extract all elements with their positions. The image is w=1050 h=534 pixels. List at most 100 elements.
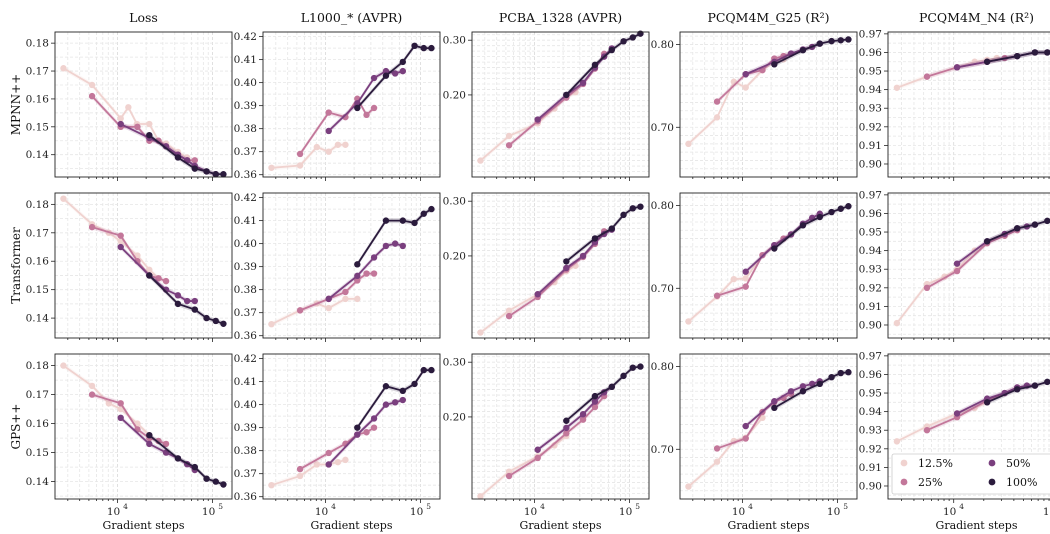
series-line <box>986 380 1050 404</box>
data-point <box>370 254 378 261</box>
data-point <box>620 211 627 219</box>
plot-area <box>472 193 649 338</box>
x-tick-label: 10 <box>1043 506 1050 518</box>
y-tick-label: 0.42 <box>234 192 257 204</box>
data-point <box>334 141 342 148</box>
data-point <box>354 104 361 112</box>
y-tick-label: 0.17 <box>26 389 49 401</box>
y-tick-label: 0.90 <box>859 158 882 170</box>
row-label: GPS++ <box>9 404 23 450</box>
plot-frame <box>54 31 233 178</box>
y-tick-label: 0.40 <box>234 77 257 89</box>
y-tick-label: 0.92 <box>859 282 882 294</box>
data-point <box>363 270 370 277</box>
plot-frame <box>471 353 650 500</box>
data-point <box>88 391 96 398</box>
y-tick-label: 0.37 <box>234 468 257 480</box>
y-tick-label: 0.16 <box>26 93 50 105</box>
data-point <box>742 268 749 275</box>
data-point <box>637 30 644 37</box>
plot-frame <box>54 192 233 339</box>
data-point <box>837 369 844 377</box>
data-point <box>134 420 141 427</box>
y-tick-label: 0.38 <box>234 284 257 296</box>
y-tick-label: 0.37 <box>234 146 257 158</box>
data-point <box>399 67 407 75</box>
data-point <box>685 483 692 490</box>
column-title: L1000_* (AVPR) <box>301 10 403 25</box>
data-point <box>382 217 390 224</box>
data-point <box>771 404 778 412</box>
data-point <box>155 275 162 282</box>
data-point <box>370 104 378 112</box>
y-tick-label: 0.93 <box>859 264 882 276</box>
data-point <box>146 432 153 439</box>
series-line <box>63 67 188 159</box>
data-point <box>563 424 570 432</box>
y-tick-label: 0.20 <box>443 89 466 101</box>
data-point <box>591 392 599 400</box>
data-point <box>411 42 418 50</box>
series-line <box>986 51 1050 63</box>
data-point <box>808 380 816 388</box>
x-tick-label: 10 <box>732 506 745 518</box>
y-tick-label: 0.92 <box>859 121 882 133</box>
y-tick-label: 0.14 <box>26 149 50 161</box>
plot-area <box>472 354 649 499</box>
data-point <box>629 205 636 212</box>
data-point <box>505 132 513 140</box>
series-band <box>566 364 641 424</box>
y-tick-label: 0.38 <box>234 123 257 135</box>
data-point <box>742 283 749 290</box>
data-point <box>268 320 275 328</box>
data-point <box>505 142 513 149</box>
data-point <box>923 284 931 292</box>
data-point <box>534 446 541 453</box>
data-point <box>1031 221 1039 228</box>
chart-panel: 0.20 0.30 <box>443 30 650 181</box>
data-point <box>325 304 332 312</box>
data-point <box>1044 378 1050 386</box>
data-point <box>713 98 721 105</box>
data-point <box>579 410 587 418</box>
y-tick-label: 0.14 <box>26 313 50 325</box>
data-point <box>828 374 835 381</box>
data-point <box>325 295 332 303</box>
series-line <box>986 219 1050 243</box>
x-tick-exponent: 4 <box>748 502 753 511</box>
data-point <box>391 70 399 77</box>
data-point <box>477 329 484 336</box>
data-point <box>534 454 541 462</box>
y-tick-label: 0.17 <box>26 66 49 78</box>
data-point <box>713 458 721 465</box>
data-point <box>1013 225 1021 232</box>
data-point <box>354 424 361 431</box>
data-point <box>105 400 113 407</box>
data-point <box>391 240 399 247</box>
data-point <box>117 120 124 128</box>
data-point <box>428 205 435 213</box>
data-point <box>399 396 407 404</box>
data-point <box>428 366 435 374</box>
data-point <box>579 79 587 87</box>
data-point <box>742 71 749 78</box>
y-tick-label: 0.93 <box>859 425 882 437</box>
data-point <box>117 414 124 421</box>
data-point <box>325 127 332 135</box>
x-tick-label: 10 <box>524 506 537 518</box>
data-point <box>420 44 427 52</box>
plot-frame <box>679 31 858 178</box>
y-tick-label: 0.30 <box>443 35 466 47</box>
plot-frame <box>887 192 1050 339</box>
x-tick-exponent: 4 <box>123 502 128 511</box>
data-point <box>579 252 587 260</box>
data-point <box>60 362 67 369</box>
data-point <box>325 461 332 468</box>
data-point <box>591 403 599 411</box>
x-tick-label: 10 <box>202 506 215 518</box>
y-tick-label: 0.97 <box>859 28 882 40</box>
y-tick-label: 0.95 <box>859 227 882 239</box>
y-tick-label: 0.70 <box>651 283 674 295</box>
